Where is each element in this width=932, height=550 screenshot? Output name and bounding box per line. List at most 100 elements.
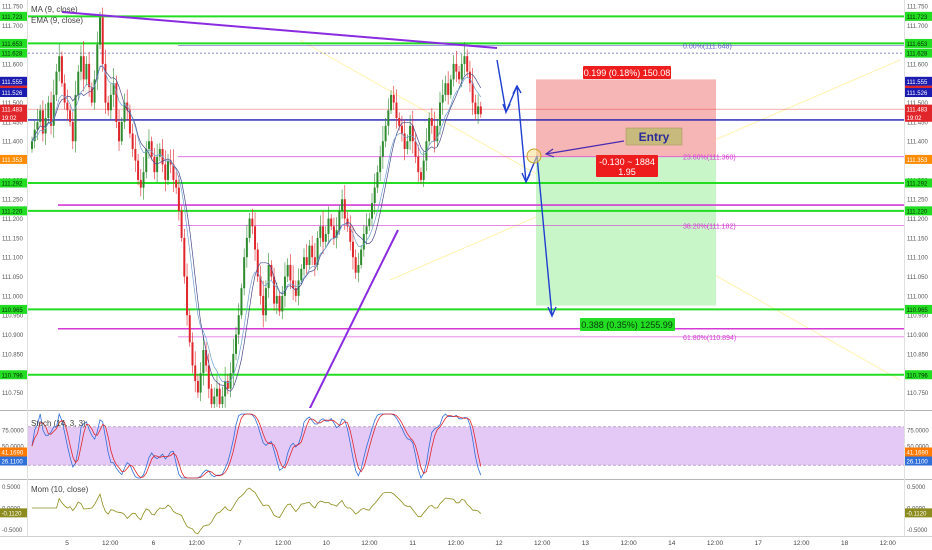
reward-zone[interactable] (536, 156, 716, 306)
candle-down[interactable] (66, 102, 69, 111)
candle-up[interactable] (58, 56, 61, 72)
candle-down[interactable] (188, 315, 191, 343)
candle-down[interactable] (60, 56, 63, 84)
candle-down[interactable] (414, 141, 417, 157)
candle-up[interactable] (444, 83, 447, 95)
candle-up[interactable] (120, 121, 123, 142)
candle-up[interactable] (477, 106, 480, 115)
candle-down[interactable] (205, 350, 208, 366)
candle-down[interactable] (311, 245, 314, 258)
candle-up[interactable] (243, 257, 246, 289)
candle-down[interactable] (256, 249, 259, 277)
candle-down[interactable] (354, 257, 357, 273)
candle-down[interactable] (69, 110, 72, 122)
candle-down[interactable] (273, 276, 276, 304)
candle-down[interactable] (322, 226, 325, 242)
projected-path-arrow[interactable] (496, 59, 553, 317)
candle-up[interactable] (371, 203, 373, 219)
candle-down[interactable] (115, 83, 118, 122)
candle-down[interactable] (71, 121, 74, 142)
candle-up[interactable] (52, 94, 55, 126)
candle-down[interactable] (180, 210, 183, 238)
candle-up[interactable] (267, 264, 270, 289)
candle-down[interactable] (330, 218, 333, 227)
candle-down[interactable] (150, 141, 153, 157)
candle-up[interactable] (379, 156, 382, 173)
candle-up[interactable] (215, 388, 218, 397)
candle-down[interactable] (254, 226, 257, 250)
candle-up[interactable] (422, 160, 425, 180)
candle-down[interactable] (289, 264, 292, 281)
candle-up[interactable] (286, 264, 289, 277)
candle-down[interactable] (471, 83, 474, 103)
candle-up[interactable] (316, 237, 319, 265)
candle-down[interactable] (226, 380, 229, 389)
candle-down[interactable] (210, 388, 213, 405)
candle-down[interactable] (101, 17, 104, 64)
candle-up[interactable] (55, 71, 58, 95)
candle-down[interactable] (392, 94, 395, 103)
candle-up[interactable] (452, 63, 455, 80)
candle-down[interactable] (419, 172, 422, 180)
candle-up[interactable] (47, 102, 50, 119)
candle-up[interactable] (387, 110, 390, 126)
candle-up[interactable] (409, 125, 412, 142)
candle-up[interactable] (224, 380, 227, 397)
candle-down[interactable] (186, 276, 189, 316)
candle-up[interactable] (463, 56, 466, 64)
candle-up[interactable] (327, 218, 330, 235)
candle-down[interactable] (207, 365, 210, 389)
candle-up[interactable] (123, 102, 126, 122)
candle-up[interactable] (248, 218, 251, 238)
candle-down[interactable] (458, 71, 461, 80)
candle-up[interactable] (441, 94, 444, 103)
candle-up[interactable] (79, 56, 82, 72)
candle-up[interactable] (365, 226, 368, 235)
candle-up[interactable] (93, 79, 96, 103)
candle-down[interactable] (332, 226, 335, 238)
ma-legend[interactable]: MA (9, close) (31, 5, 78, 14)
candle-up[interactable] (281, 295, 284, 312)
candle-up[interactable] (31, 141, 33, 149)
candle-down[interactable] (343, 199, 346, 219)
candle-up[interactable] (376, 172, 379, 188)
price-pane[interactable]: 0.00%(111.648) 23.60%(111.360) 38.20%(111.… (28, 7, 904, 412)
candle-up[interactable] (213, 396, 216, 405)
candle-up[interactable] (449, 79, 452, 95)
candle-down[interactable] (128, 110, 131, 134)
candle-down[interactable] (479, 106, 482, 115)
candle-up[interactable] (221, 396, 224, 405)
candle-up[interactable] (109, 94, 112, 111)
candle-up[interactable] (156, 156, 159, 173)
candle-down[interactable] (313, 257, 316, 265)
candle-up[interactable] (460, 63, 463, 80)
candle-down[interactable] (134, 148, 137, 161)
candle-up[interactable] (384, 125, 387, 142)
candle-up[interactable] (74, 94, 77, 142)
candle-down[interactable] (175, 179, 178, 188)
candle-down[interactable] (41, 110, 44, 134)
candle-down[interactable] (90, 87, 93, 103)
candle-up[interactable] (283, 276, 286, 296)
candle-up[interactable] (357, 264, 360, 273)
candle-down[interactable] (164, 164, 167, 180)
candle-up[interactable] (167, 160, 169, 180)
candle-down[interactable] (88, 63, 91, 88)
candle-up[interactable] (158, 148, 161, 157)
candle-up[interactable] (373, 187, 376, 204)
candle-down[interactable] (177, 187, 180, 211)
stoch-legend[interactable]: Stoch (14, 3, 3) (31, 419, 86, 428)
candle-up[interactable] (300, 268, 303, 281)
candle-up[interactable] (436, 125, 439, 142)
candle-down[interactable] (349, 226, 352, 242)
candle-up[interactable] (237, 315, 240, 335)
candle-up[interactable] (303, 257, 305, 269)
candle-down[interactable] (468, 71, 471, 84)
candle-up[interactable] (232, 353, 235, 374)
candle-down[interactable] (191, 342, 194, 366)
resistance-trendline[interactable] (61, 11, 498, 49)
entry-marker[interactable] (526, 148, 542, 164)
candle-down[interactable] (107, 102, 110, 111)
candle-down[interactable] (153, 156, 156, 173)
